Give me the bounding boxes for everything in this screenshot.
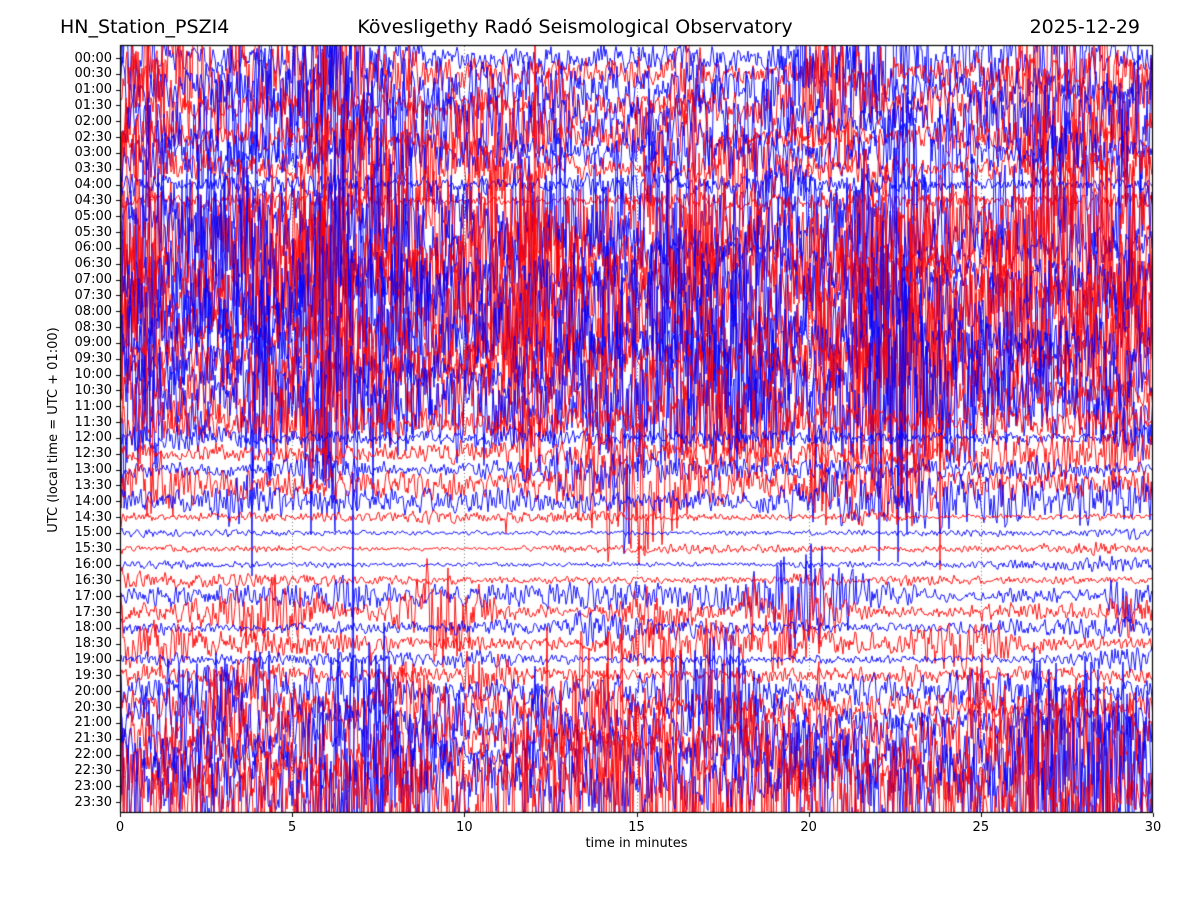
y-tick-label: 07:00 <box>74 272 112 288</box>
y-tick-label: 21:00 <box>74 715 112 731</box>
y-tick-label: 22:00 <box>74 747 112 762</box>
y-tick-label: 05:30 <box>74 224 112 240</box>
y-tick-label: 19:30 <box>74 667 112 683</box>
y-tick-label: 00:00 <box>74 50 112 66</box>
y-tick-label: 16:00 <box>74 557 112 573</box>
y-tick-label: 08:30 <box>74 319 112 335</box>
y-tick-label: 18:00 <box>74 620 112 636</box>
y-tick-label: 09:00 <box>74 335 112 351</box>
y-tick-label: 22:30 <box>74 762 112 778</box>
y-tick-label: 09:30 <box>74 351 112 367</box>
y-tick-label: 07:30 <box>74 287 112 303</box>
y-tick-label: 23:00 <box>74 778 112 794</box>
y-tick-label: 19:00 <box>74 652 112 668</box>
x-tick-label: 10 <box>456 820 473 835</box>
y-tick-label: 01:30 <box>74 97 112 113</box>
y-tick-label: 17:00 <box>74 588 112 604</box>
y-tick-label: 04:30 <box>74 192 112 208</box>
y-tick-label: 14:00 <box>74 493 112 509</box>
y-tick-label: 01:00 <box>74 82 112 98</box>
y-tick-label: 00:30 <box>74 66 112 82</box>
x-tick-label: 0 <box>115 820 125 835</box>
x-tick-label: 25 <box>972 820 990 835</box>
y-tick-label: 08:00 <box>74 303 112 319</box>
x-tick-label: 5 <box>288 820 297 835</box>
x-tick-label: 15 <box>628 820 645 835</box>
observatory-title: Kövesligethy Radó Seismological Observat… <box>357 16 793 38</box>
y-tick-label: 21:30 <box>74 731 112 747</box>
y-tick-label: 23:30 <box>74 794 112 810</box>
y-tick-label: 13:00 <box>74 462 112 478</box>
y-tick-label: 03:00 <box>74 145 112 161</box>
y-tick-label: 02:30 <box>74 129 112 145</box>
y-tick-label: 20:00 <box>74 683 112 699</box>
y-tick-label: 20:30 <box>74 699 112 715</box>
y-tick-label: 04:00 <box>74 177 112 193</box>
y-tick-label: 05:00 <box>74 208 112 224</box>
y-tick-label: 15:30 <box>74 541 112 557</box>
y-tick-label: 12:00 <box>74 430 112 446</box>
y-tick-label: 10:00 <box>74 367 112 383</box>
y-tick-label: 12:30 <box>74 446 112 462</box>
y-tick-label: 18:30 <box>74 636 112 652</box>
station-title: HN_Station_PSZI4 <box>60 16 230 38</box>
y-tick-label: 10:30 <box>74 382 112 398</box>
y-tick-label: 06:30 <box>74 256 112 272</box>
y-tick-label: 17:30 <box>74 604 112 620</box>
y-tick-label: 11:30 <box>74 414 112 430</box>
date-title: 2025-12-29 <box>1029 16 1140 38</box>
x-axis-label: time in minutes <box>585 836 688 851</box>
y-tick-label: 14:30 <box>74 509 112 525</box>
y-tick-label: 16:30 <box>74 572 112 588</box>
y-tick-label: 15:00 <box>74 525 112 541</box>
y-tick-label: 13:30 <box>74 477 112 493</box>
x-tick-label: 30 <box>1144 820 1162 835</box>
y-tick-label: 02:00 <box>74 113 112 129</box>
y-tick-label: 11:00 <box>74 398 112 414</box>
y-tick-label: 03:30 <box>74 161 112 177</box>
y-tick-label: 06:00 <box>74 240 112 256</box>
x-tick-label: 20 <box>800 820 817 835</box>
